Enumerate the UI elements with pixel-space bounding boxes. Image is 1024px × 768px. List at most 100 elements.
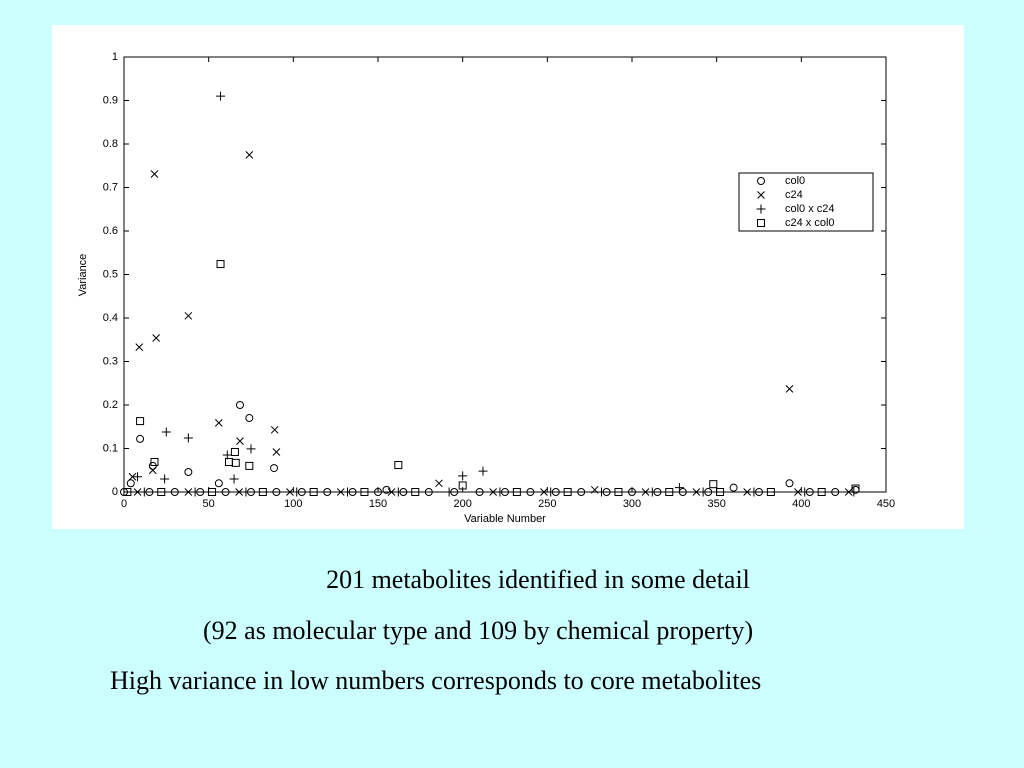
point	[729, 483, 738, 492]
point	[214, 418, 223, 427]
x-tick-label: 200	[453, 498, 471, 510]
point	[139, 487, 149, 497]
point	[424, 488, 433, 496]
x-axis-label: Variable Number	[464, 513, 546, 525]
point	[235, 488, 244, 496]
x-tick-label: 300	[623, 498, 641, 510]
y-tick-label: 0.5	[103, 268, 118, 280]
point	[475, 488, 484, 496]
point	[343, 487, 353, 497]
point	[411, 488, 420, 496]
point	[245, 151, 254, 159]
point	[716, 488, 725, 496]
point	[478, 466, 488, 476]
point	[150, 457, 159, 466]
point	[614, 488, 623, 496]
point	[272, 448, 281, 456]
point	[208, 488, 217, 496]
point	[245, 461, 254, 470]
point	[831, 488, 840, 496]
point	[216, 91, 226, 101]
point	[749, 487, 759, 497]
point	[190, 487, 200, 497]
y-axis-label: Variance	[77, 254, 89, 297]
point	[230, 447, 239, 456]
y-tick-label: 0.4	[103, 312, 118, 324]
point	[270, 425, 279, 434]
y-tick-label: 0.1	[103, 442, 118, 454]
legend-box	[738, 172, 874, 232]
caption: 201 metabolites identified in some detai…	[326, 565, 750, 594]
y-tick-label: 0.3	[103, 355, 118, 367]
chart-background	[52, 25, 964, 529]
y-tick-label: 0.6	[103, 225, 118, 237]
point	[157, 488, 166, 496]
point	[184, 488, 193, 496]
y-tick-label: 0.9	[103, 94, 118, 106]
point	[641, 488, 650, 496]
point	[123, 488, 132, 496]
caption: High variance in low numbers corresponds…	[110, 666, 762, 695]
point	[309, 488, 318, 496]
x-tick-label: 50	[203, 498, 215, 510]
point	[577, 488, 586, 496]
point	[817, 488, 826, 496]
legend-label: c24	[785, 189, 803, 201]
point	[150, 170, 159, 178]
point	[136, 417, 145, 426]
y-tick-label: 0.2	[103, 399, 118, 411]
point	[394, 461, 403, 470]
point	[844, 488, 853, 496]
x-tick-label: 450	[877, 498, 895, 510]
point	[323, 488, 332, 496]
point	[216, 260, 225, 269]
point	[458, 481, 467, 490]
point	[766, 488, 775, 496]
point	[235, 401, 244, 409]
x-tick-label: 250	[538, 498, 556, 510]
point	[597, 487, 607, 497]
legend-marker	[757, 219, 765, 227]
point	[292, 487, 302, 497]
point	[160, 474, 170, 484]
point	[184, 311, 193, 320]
point	[512, 488, 521, 496]
point	[236, 437, 244, 445]
y-tick-label: 0.8	[103, 138, 118, 150]
point	[184, 467, 193, 476]
x-tick-label: 400	[792, 498, 810, 510]
point	[794, 488, 802, 496]
point	[214, 479, 223, 488]
point	[458, 471, 468, 481]
legend-marker	[757, 191, 765, 199]
point	[161, 427, 171, 437]
point	[270, 464, 279, 473]
point	[374, 488, 382, 496]
point	[241, 487, 251, 497]
point	[698, 487, 708, 497]
point	[152, 334, 161, 342]
legend-marker	[756, 204, 766, 214]
point	[387, 488, 396, 496]
x-tick-label: 150	[369, 498, 387, 510]
point	[495, 487, 505, 497]
point	[393, 487, 403, 497]
point	[674, 483, 684, 493]
point	[800, 487, 810, 497]
point	[133, 488, 142, 496]
point	[709, 480, 718, 489]
legend-label: col0 x c24	[785, 203, 835, 215]
point	[851, 484, 860, 493]
x-tick-label: 100	[284, 498, 302, 510]
point	[360, 488, 369, 496]
point	[221, 488, 230, 496]
point	[489, 488, 498, 496]
point	[628, 488, 636, 496]
point	[785, 385, 794, 393]
point	[246, 444, 256, 454]
point	[245, 414, 254, 423]
point	[665, 488, 674, 496]
point	[526, 488, 535, 496]
